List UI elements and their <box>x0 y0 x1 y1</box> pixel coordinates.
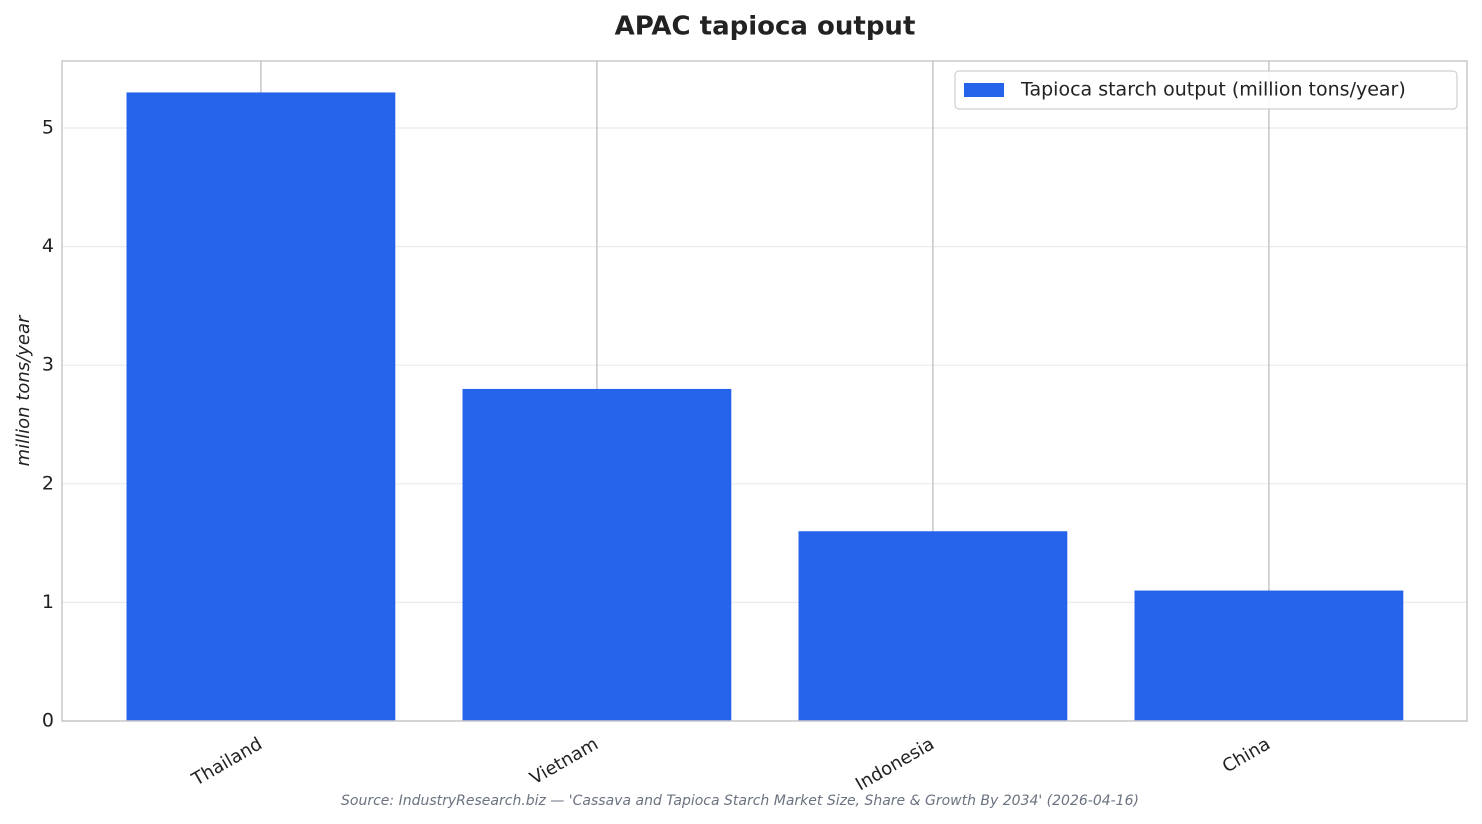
y-tick-label: 2 <box>42 472 54 494</box>
y-tick-label: 3 <box>42 354 54 376</box>
legend-swatch <box>964 83 1004 97</box>
bar <box>1134 590 1404 721</box>
y-axis-label: million tons/year <box>13 314 34 466</box>
legend-box <box>954 70 1458 110</box>
source-note: Source: IndustryResearch.biz — 'Cassava … <box>341 793 1139 809</box>
legend-label: Tapioca starch output (million tons/year… <box>1020 79 1406 101</box>
y-tick-label: 4 <box>42 235 54 257</box>
y-tick-label: 5 <box>42 117 54 139</box>
bar <box>462 388 732 721</box>
bar <box>798 531 1068 721</box>
y-tick-label: 1 <box>42 591 54 613</box>
plot-frame <box>61 60 1468 722</box>
bar <box>126 92 396 721</box>
y-tick-label: 0 <box>42 710 54 732</box>
chart-title: APAC tapioca output <box>615 12 916 42</box>
